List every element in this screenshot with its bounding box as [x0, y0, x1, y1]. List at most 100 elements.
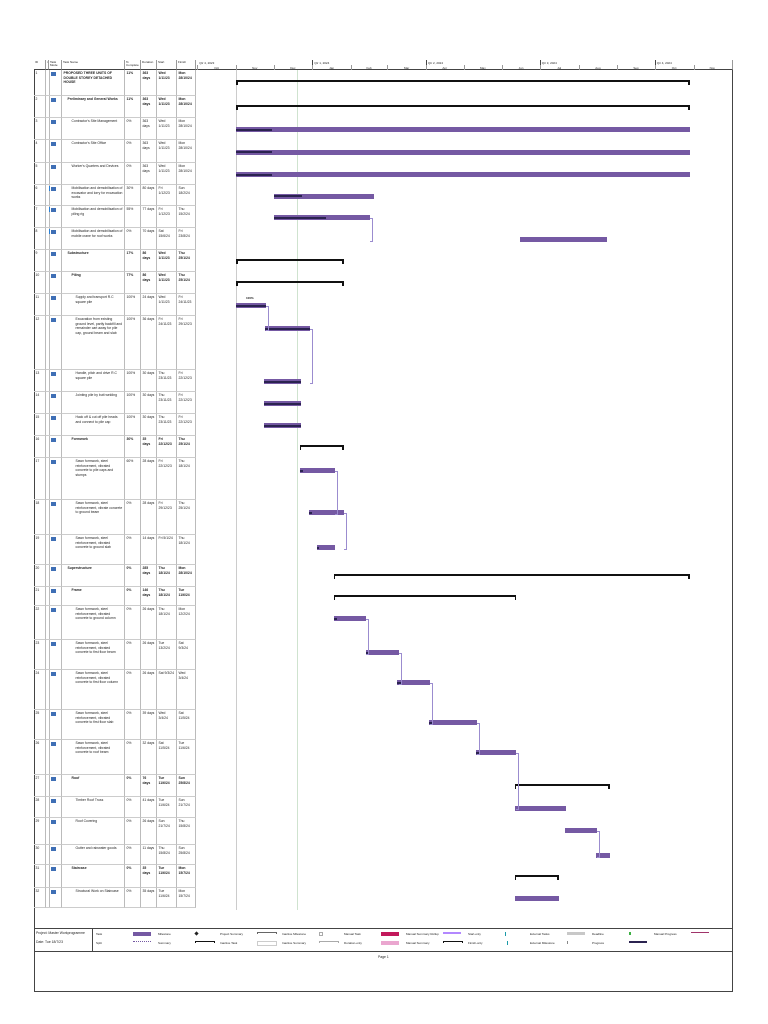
- progress-bar: [263, 424, 301, 427]
- legend-label: Milestone: [158, 932, 171, 936]
- task-start: Fri 22/12/23: [157, 436, 177, 458]
- percent-complete: 77%: [125, 272, 141, 294]
- summary-bar[interactable]: [236, 80, 690, 85]
- task-finish: Mon 15/7/24: [177, 865, 196, 888]
- task-bar[interactable]: [514, 805, 566, 811]
- task-start: Fri 29/12/23: [157, 500, 177, 535]
- timescale-month: Dec: [290, 66, 296, 70]
- auto-schedule-icon: [50, 165, 56, 169]
- task-bar[interactable]: [333, 616, 366, 621]
- summary-bar[interactable]: [236, 105, 690, 110]
- legend-manual-progress-icon: [691, 932, 709, 933]
- indicator-cell: [46, 587, 50, 606]
- month-divider: [426, 65, 427, 70]
- task-id: 17: [34, 458, 46, 500]
- task-bar[interactable]: [317, 545, 335, 550]
- summary-bar[interactable]: [514, 784, 610, 789]
- task-start: Wed 3/4/24: [157, 710, 177, 740]
- percent-complete: 0%: [125, 710, 141, 740]
- column-header-finish[interactable]: Finish: [177, 60, 196, 70]
- indicator-cell: [46, 436, 50, 458]
- task-finish: Sun 18/2/24: [177, 185, 196, 206]
- task-id: 4: [34, 140, 46, 163]
- summary-bar[interactable]: [299, 445, 344, 450]
- task-bar[interactable]: [397, 680, 430, 685]
- column-header-indicators[interactable]: i: [46, 60, 49, 70]
- indicator-cell: [46, 845, 50, 865]
- column-header-start[interactable]: Start: [157, 60, 177, 70]
- timescale-month: Nov: [709, 66, 715, 70]
- task-bar[interactable]: [236, 149, 690, 155]
- auto-schedule-icon: [50, 777, 56, 781]
- progress-bar: [299, 469, 304, 472]
- gridline-project-start: [236, 70, 237, 910]
- task-name: Mobilisation and demobilisation of excav…: [62, 185, 125, 206]
- task-start: Tue 11/6/24: [157, 865, 177, 888]
- task-duration: 86 days: [141, 250, 157, 272]
- bar-label: 100%: [246, 296, 254, 300]
- timescale-month: Aug: [595, 66, 601, 70]
- timescale-month: Oct: [671, 66, 677, 70]
- indicator-cell: [46, 294, 50, 316]
- task-start: Wed 1/11/23: [157, 96, 177, 118]
- legend-label: Summary: [158, 941, 171, 945]
- task-bar[interactable]: [308, 510, 344, 515]
- summary-bar[interactable]: [333, 594, 516, 600]
- task-mode-cell: [49, 865, 62, 888]
- task-mode-cell: [49, 272, 62, 294]
- task-mode-cell: ✓: [49, 392, 62, 414]
- task-start: Wed 1/11/23: [157, 140, 177, 163]
- task-bar[interactable]: [299, 468, 335, 473]
- calendar-icon: [49, 207, 50, 212]
- progress-bar: [476, 751, 480, 754]
- legend-label: Progress: [592, 941, 605, 945]
- month-divider: [273, 65, 275, 70]
- column-header-id[interactable]: ID: [34, 60, 46, 70]
- progress-bar: [236, 128, 273, 131]
- summary-bar[interactable]: [333, 574, 691, 579]
- indicator-cell: [46, 535, 50, 565]
- summary-bar[interactable]: [236, 259, 344, 264]
- task-duration: 70 days: [141, 228, 157, 250]
- progress-bar: [273, 216, 327, 219]
- progress-bar: [366, 651, 370, 654]
- task-start: Fri 5/1/24: [157, 535, 177, 565]
- summary-bar[interactable]: [514, 874, 559, 880]
- task-bar[interactable]: [514, 896, 559, 901]
- auto-schedule-icon: [50, 742, 56, 746]
- task-duration: 363 days: [141, 70, 157, 96]
- column-header-task-name[interactable]: Task Name: [62, 60, 125, 70]
- indicator-cell: [46, 163, 50, 185]
- task-name-text: Contractor's Site Office: [71, 141, 107, 145]
- task-bar[interactable]: [596, 853, 610, 858]
- task-bar[interactable]: [428, 720, 478, 725]
- dependency-link: [266, 305, 269, 331]
- task-bar[interactable]: [236, 172, 690, 177]
- column-header-complete[interactable]: % Complete: [125, 60, 141, 70]
- percent-complete: 0%: [125, 865, 141, 888]
- task-bar[interactable]: [273, 193, 374, 199]
- indicator-cell: [46, 140, 50, 163]
- column-header-task-mode[interactable]: Task Mode: [49, 60, 62, 70]
- task-bar[interactable]: [564, 828, 598, 833]
- task-bar[interactable]: [519, 237, 608, 242]
- task-start: Tue 13/2/24: [157, 640, 177, 670]
- column-header-duration[interactable]: Duration: [141, 60, 157, 70]
- task-bar[interactable]: [236, 127, 690, 132]
- percent-complete: 0%: [125, 228, 141, 250]
- progress-bar: [273, 195, 302, 197]
- indicator-cell: [46, 185, 50, 206]
- summary-bar[interactable]: [236, 281, 344, 286]
- task-bar[interactable]: [366, 650, 399, 655]
- task-name-text: Piling: [71, 273, 81, 277]
- task-bar[interactable]: [476, 750, 516, 755]
- percent-complete: 0%: [125, 565, 141, 587]
- task-start: Wed 1/11/23: [157, 118, 177, 140]
- timescale-quarter: Qtr 4, 2023: [199, 61, 215, 65]
- task-mode-cell: [49, 163, 62, 185]
- timescale-quarter: Qtr 3, 2024: [541, 61, 557, 65]
- task-name: Timber Roof Truss: [62, 797, 125, 818]
- percent-complete: 0%: [125, 888, 141, 908]
- task-finish: Mon 28/10/24: [177, 163, 196, 185]
- percent-complete: 0%: [125, 163, 141, 185]
